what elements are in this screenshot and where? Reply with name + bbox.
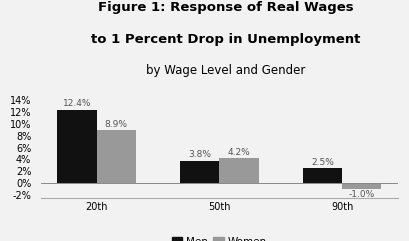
Text: 3.8%: 3.8% bbox=[188, 150, 211, 159]
Text: 8.9%: 8.9% bbox=[104, 120, 127, 129]
Bar bbox=[96, 130, 135, 183]
Text: Figure 1: Response of Real Wages: Figure 1: Response of Real Wages bbox=[97, 1, 353, 14]
Text: 12.4%: 12.4% bbox=[63, 99, 91, 108]
Legend: Men, Women: Men, Women bbox=[167, 233, 270, 241]
Text: -1.0%: -1.0% bbox=[348, 190, 374, 199]
Text: by Wage Level and Gender: by Wage Level and Gender bbox=[146, 64, 304, 77]
Bar bbox=[219, 158, 258, 183]
Bar bbox=[342, 183, 380, 189]
Text: 4.2%: 4.2% bbox=[227, 148, 250, 157]
Text: to 1 Percent Drop in Unemployment: to 1 Percent Drop in Unemployment bbox=[90, 33, 360, 46]
Bar bbox=[180, 161, 219, 183]
Bar bbox=[57, 110, 96, 183]
Bar bbox=[302, 168, 342, 183]
Text: 2.5%: 2.5% bbox=[310, 158, 333, 167]
